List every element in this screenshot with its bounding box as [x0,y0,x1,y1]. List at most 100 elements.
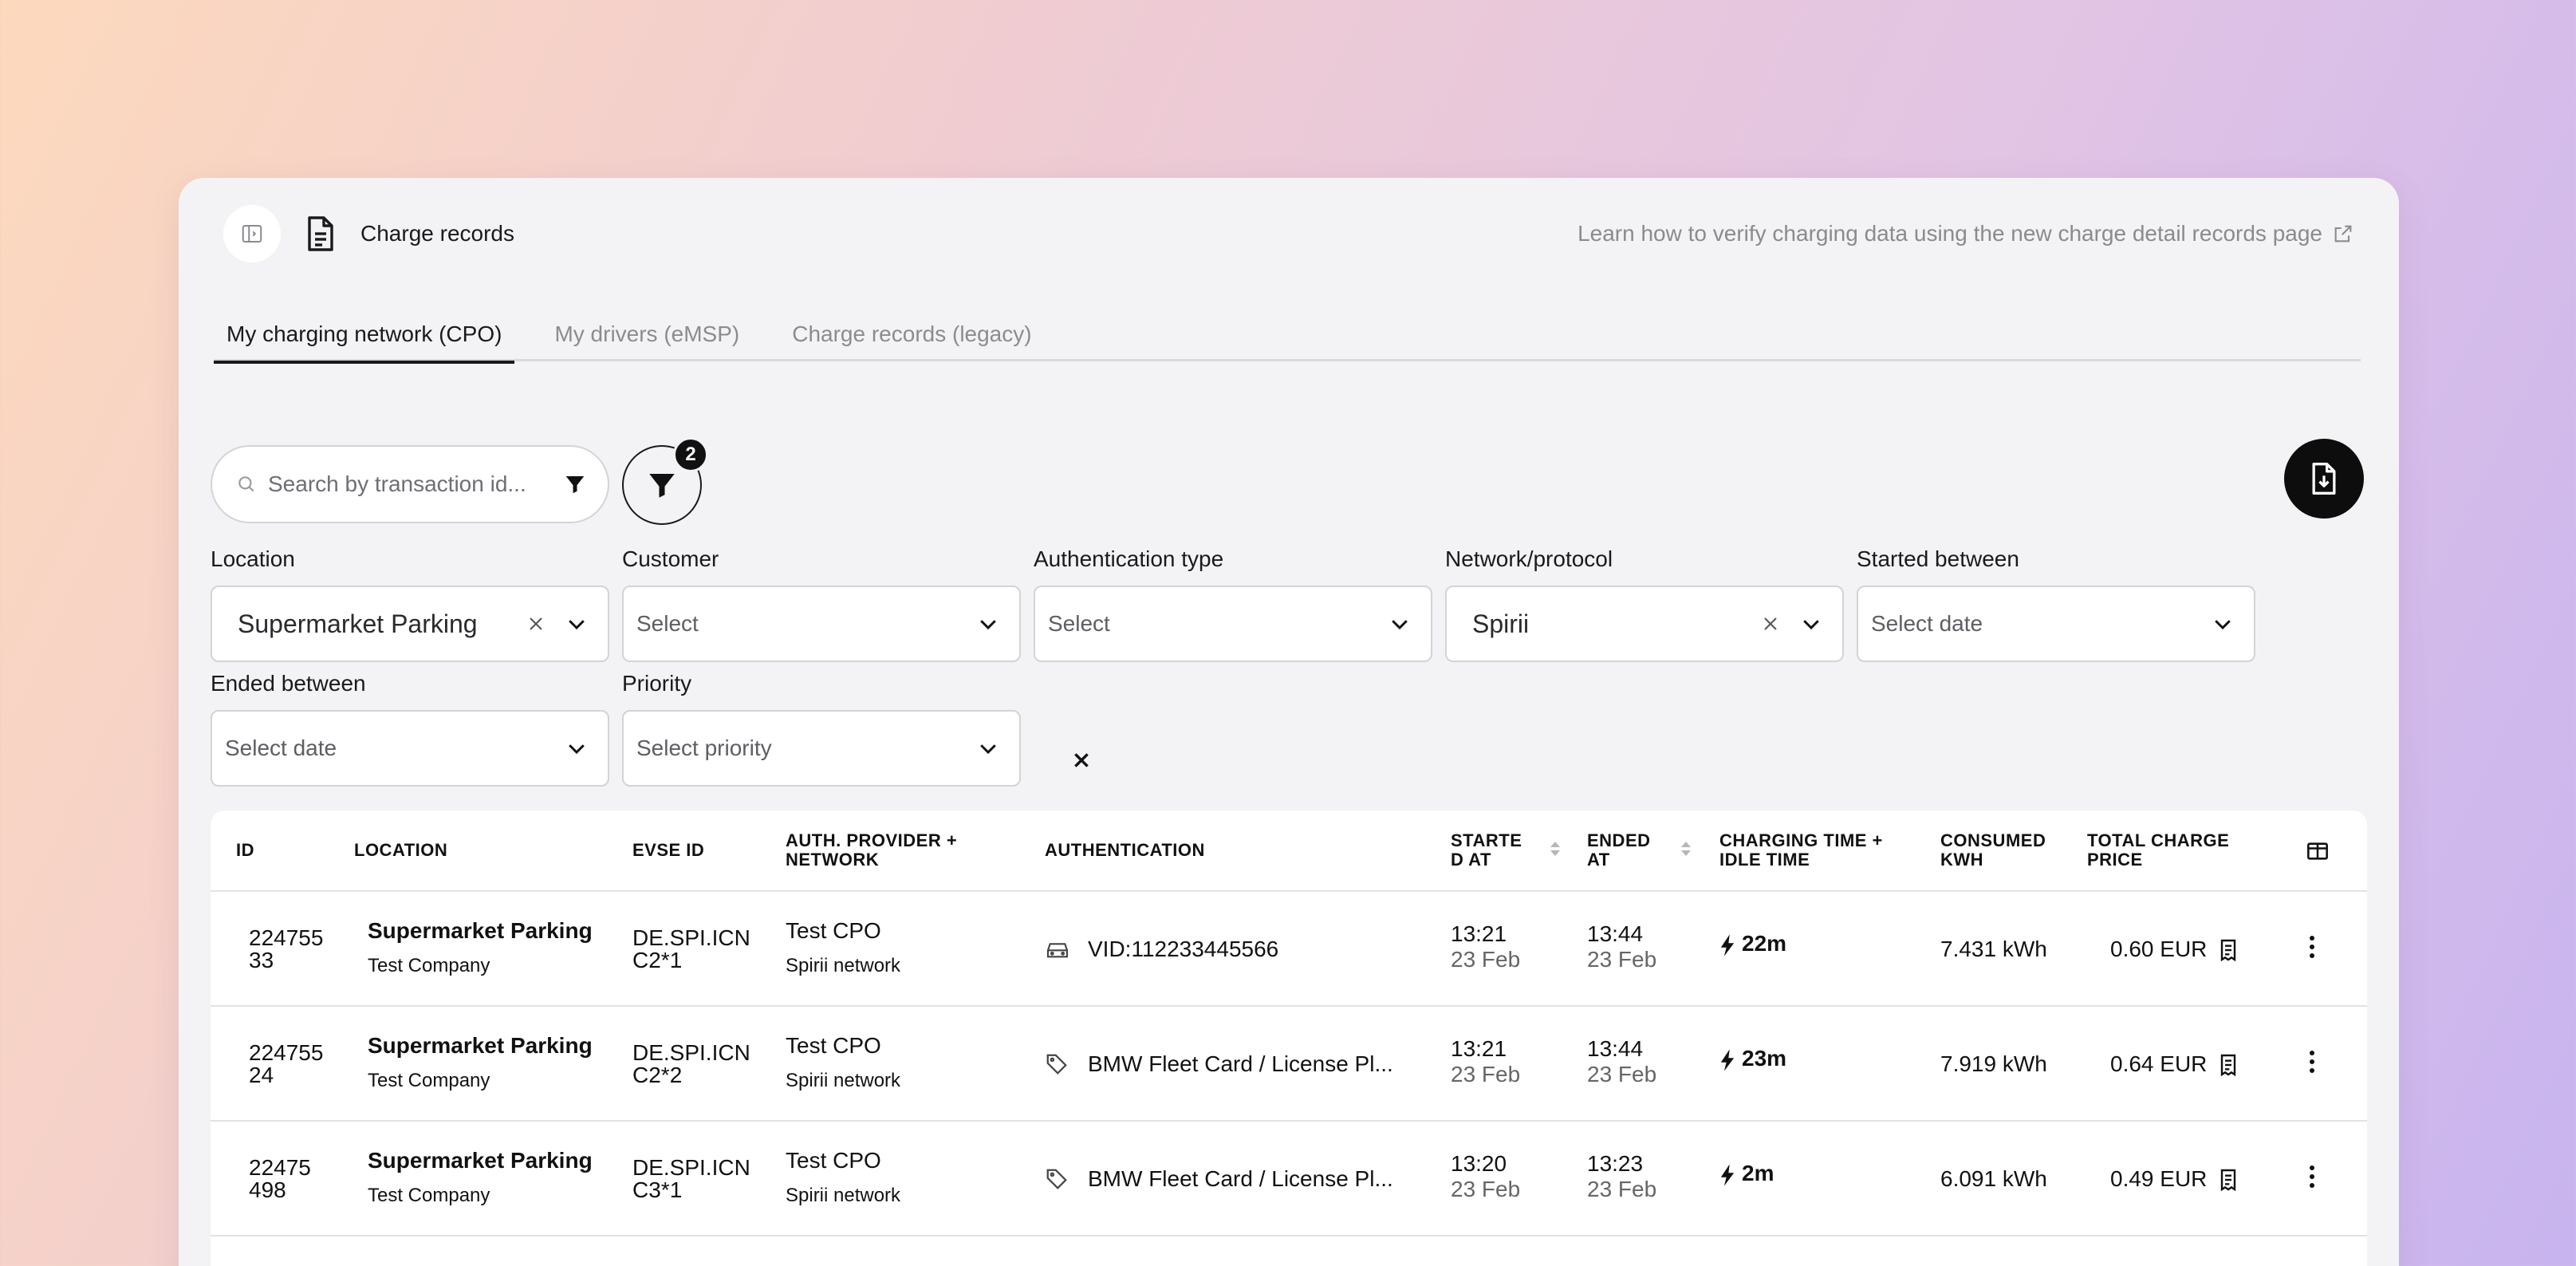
row-location[interactable]: Supermarket Parking [368,1148,593,1173]
search-icon [238,476,254,492]
customer-select[interactable]: Select [622,586,1021,662]
auth-type-filter-label: Authentication type [1034,546,1224,571]
col-header-started-at[interactable]: STARTE D AT [1451,831,1522,870]
table-row[interactable]: 224755 33 Supermarket Parking Test Compa… [211,892,2367,1007]
row-authentication: BMW Fleet Card / License Pl... [1088,1051,1393,1076]
row-price: 0.64 EUR [2110,1051,2208,1076]
row-actions-menu-icon[interactable] [2310,1165,2314,1188]
row-evse-line2: C2*1 [632,948,683,972]
chevron-down-icon [980,744,996,755]
col-header-ended-line1: ENDED [1587,830,1651,850]
row-provider: Test CPO [786,1033,881,1058]
tab-my-charging-network[interactable]: My charging network (CPO) [214,314,515,364]
col-header-evse-id[interactable]: EVSE ID [632,840,705,860]
row-end-date: 23 Feb [1587,1062,1657,1087]
clear-location-icon[interactable] [526,614,546,633]
row-company: Test Company [368,955,490,976]
col-header-ended-at[interactable]: ENDED AT [1587,831,1651,870]
tab-bar: My charging network (CPO) My drivers (eM… [214,314,2361,364]
col-header-ended-line2: AT [1587,850,1610,870]
network-filter-label: Network/protocol [1445,546,1613,571]
row-end-time: 13:44 [1587,1036,1644,1061]
network-select-value: Spirii [1472,609,1530,638]
row-end-time: 13:23 [1587,1151,1644,1176]
row-charging-time: 22m [1742,931,1787,956]
search-input[interactable]: Search by transaction id... [211,445,609,523]
clear-network-icon[interactable] [1761,614,1780,633]
row-evse-line1: DE.SPI.ICN [632,1155,750,1180]
location-filter-label: Location [211,546,295,571]
page-title: Charge records [360,221,514,246]
tab-charge-records-legacy[interactable]: Charge records (legacy) [792,321,1032,346]
row-start-time: 13:20 [1451,1151,1507,1176]
clear-all-filters-button[interactable] [1058,736,1105,784]
col-header-location[interactable]: LOCATION [354,840,448,860]
table-header: ID LOCATION EVSE ID AUTH. PROVIDER + NET… [211,810,2367,892]
col-header-authentication[interactable]: AUTHENTICATION [1045,840,1205,860]
col-header-started-line1: STARTE [1451,830,1522,850]
learn-verify-link[interactable]: Learn how to verify charging data using … [1578,221,2354,246]
table-row[interactable]: 224755 24 Supermarket Parking Test Compa… [211,1007,2367,1122]
row-company: Test Company [368,1070,490,1091]
row-start-time: 13:21 [1451,921,1507,946]
started-between-select[interactable]: Select date [1857,586,2255,662]
chevron-down-icon [1803,620,1819,630]
row-id-line1: 224755 [249,925,324,950]
row-authentication: BMW Fleet Card / License Pl... [1088,1166,1393,1191]
priority-select-placeholder: Select priority [636,736,772,760]
search-placeholder: Search by transaction id... [268,471,526,496]
tag-icon [1046,1054,1067,1075]
col-header-consumed-kwh[interactable]: CONSUMED KWH [1940,831,2046,870]
customer-filter-label: Customer [622,546,719,571]
table-row[interactable]: 22475 498 Supermarket Parking Test Compa… [211,1122,2367,1236]
col-header-auth-provider-line1: AUTH. PROVIDER + [786,830,958,850]
row-actions-menu-icon[interactable] [2310,936,2314,958]
ended-between-placeholder: Select date [225,736,337,760]
row-id-line1: 224755 [249,1040,324,1065]
started-between-label: Started between [1857,546,2019,571]
row-actions-menu-icon[interactable] [2310,1051,2314,1073]
export-button[interactable] [2284,439,2364,519]
receipt-icon[interactable] [2219,938,2238,962]
row-id-line2: 498 [249,1177,286,1202]
row-location[interactable]: Supermarket Parking [368,918,593,943]
learn-link-text: Learn how to verify charging data using … [1578,221,2322,246]
col-header-id[interactable]: ID [236,840,254,860]
sidebar-toggle-button[interactable] [223,205,281,262]
receipt-icon[interactable] [2219,1053,2238,1077]
ended-between-select[interactable]: Select date [211,710,609,787]
lightning-icon [1720,934,1735,956]
car-icon [1046,943,1069,958]
tab-my-drivers[interactable]: My drivers (eMSP) [554,321,740,346]
sort-started-icon[interactable] [1550,842,1560,856]
row-network: Spirii network [786,955,901,976]
auth-type-select[interactable]: Select [1034,586,1432,662]
row-evse-id: DE.SPI.ICN C3*1 [632,1157,750,1201]
row-start-date: 23 Feb [1451,1062,1521,1087]
network-select[interactable]: Spirii [1445,586,1844,662]
row-consumed: 7.919 kWh [1940,1051,2047,1076]
receipt-icon[interactable] [2219,1168,2238,1192]
col-header-charging-line1: CHARGING TIME + [1719,830,1883,850]
col-header-charging-time[interactable]: CHARGING TIME + IDLE TIME [1719,831,1883,870]
row-evse-line2: C3*1 [632,1177,683,1202]
row-location[interactable]: Supermarket Parking [368,1033,593,1058]
priority-select[interactable]: Select priority [622,710,1021,787]
row-provider: Test CPO [786,918,881,943]
col-header-auth-provider[interactable]: AUTH. PROVIDER + NETWORK [786,831,957,870]
col-header-total-price[interactable]: TOTAL CHARGE PRICE [2087,831,2229,870]
sidebar-toggle-icon [242,225,262,243]
filter-icon[interactable] [563,472,587,496]
col-header-consumed-line1: CONSUMED [1940,830,2046,850]
row-evse-id: DE.SPI.ICN C2*1 [632,927,750,972]
row-consumed: 6.091 kWh [1940,1166,2047,1191]
col-header-price-line1: TOTAL CHARGE [2087,830,2230,850]
row-network: Spirii network [786,1070,901,1091]
column-settings-icon[interactable] [2306,841,2329,862]
sort-ended-icon[interactable] [1681,842,1691,856]
row-id-line2: 33 [249,948,274,972]
ended-between-label: Ended between [211,671,366,696]
col-header-started-line2: D AT [1451,850,1491,870]
location-select[interactable]: Supermarket Parking [211,586,609,662]
row-evse-line1: DE.SPI.ICN [632,925,750,950]
